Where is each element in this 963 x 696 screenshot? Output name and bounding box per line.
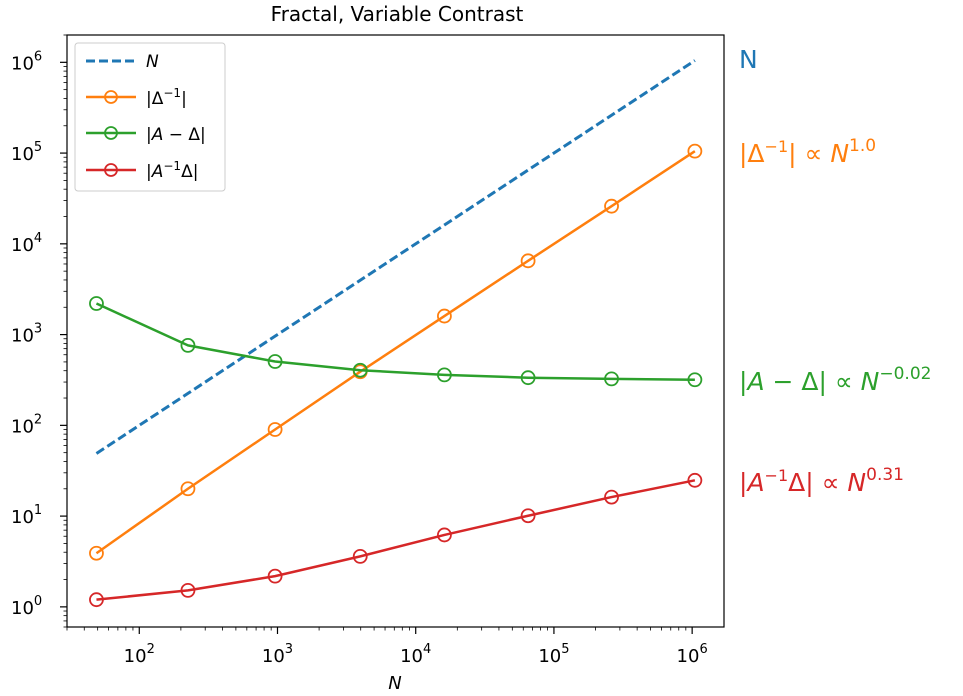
series-line-a-minus-delta [95, 302, 695, 381]
data-point-delta-inv [604, 198, 619, 214]
x-tick-label: 105 [538, 642, 569, 667]
y-tick-label: 105 [11, 140, 42, 165]
data-point-a-inv-delta [267, 568, 283, 584]
legend-entry-a-minus-delta: |A − Δ| [86, 125, 206, 145]
legend: N |Δ−1| |A − Δ| |A−1Δ| [74, 42, 226, 192]
legend-label-n: N [146, 52, 159, 72]
data-point-a-minus-delta [352, 362, 368, 378]
y-tick-label: 102 [11, 412, 42, 437]
data-point-delta-inv [89, 545, 104, 561]
data-point-a-inv-delta [604, 489, 619, 505]
legend-marker-delta-inv [104, 90, 118, 104]
data-point-a-minus-delta [520, 370, 536, 386]
annotation-delta-inv-exponent: 1.0 [849, 136, 876, 156]
annotation-delta-inv: |Δ−1| ∝ N1.0 [739, 136, 876, 168]
annotation-a-minus-delta-exponent: −0.02 [879, 364, 931, 384]
data-point-a-minus-delta [267, 354, 283, 369]
data-point-delta-inv [520, 253, 536, 269]
x-tick-label: 106 [677, 642, 708, 667]
data-point-a-minus-delta [180, 338, 196, 353]
series-n [95, 59, 696, 455]
legend-marker-a-minus-delta [104, 126, 118, 140]
y-tick-label: 101 [11, 503, 42, 528]
data-point-a-minus-delta [604, 371, 619, 387]
x-tick-label: 104 [400, 642, 431, 667]
data-point-a-inv-delta [687, 472, 703, 488]
data-point-a-inv-delta [352, 548, 368, 564]
data-point-a-inv-delta [180, 582, 196, 598]
series-a-inv-delta [89, 472, 703, 608]
chart-title: Fractal, Variable Contrast [271, 2, 524, 26]
data-point-delta-inv [437, 308, 452, 324]
data-point-a-inv-delta [89, 592, 104, 608]
plot-frame [66, 34, 725, 628]
legend-box [74, 42, 226, 192]
data-point-delta-inv [687, 143, 703, 159]
y-tick-label: 100 [11, 594, 42, 619]
x-axis-label: N [388, 673, 401, 694]
annotation-a-inv-delta-exponent: 0.31 [866, 465, 904, 485]
data-point-a-minus-delta [437, 367, 452, 383]
data-point-a-minus-delta [687, 372, 703, 388]
data-point-a-minus-delta [89, 296, 104, 311]
data-point-a-inv-delta [437, 527, 452, 543]
y-tick-label: 103 [11, 322, 42, 347]
legend-label-a-minus-delta: |A − Δ| [146, 125, 206, 145]
legend-entry-n: N [86, 52, 159, 72]
legend-label-a-inv-delta: |A−1Δ| [146, 159, 198, 182]
data-point-a-inv-delta [520, 508, 536, 524]
data-point-delta-inv [267, 422, 283, 437]
series-line-delta-inv [95, 150, 696, 555]
legend-marker-a-inv-delta [104, 163, 118, 177]
y-tick-label: 106 [11, 49, 42, 74]
ticks-layer: 102 103 104 105 106 100 101 102 103 104 105 106 [11, 34, 708, 667]
series-line-n [95, 59, 696, 455]
x-tick-label: 102 [124, 642, 155, 667]
data-point-delta-inv [180, 481, 196, 497]
x-tick-label: 103 [262, 642, 293, 667]
legend-entry-a-inv-delta: |A−1Δ| [86, 159, 198, 182]
y-tick-label: 104 [11, 231, 42, 256]
series-layer [89, 59, 703, 608]
annotation-n: N [739, 45, 758, 74]
series-line-a-inv-delta [96, 479, 696, 601]
series-a-minus-delta [89, 296, 703, 388]
